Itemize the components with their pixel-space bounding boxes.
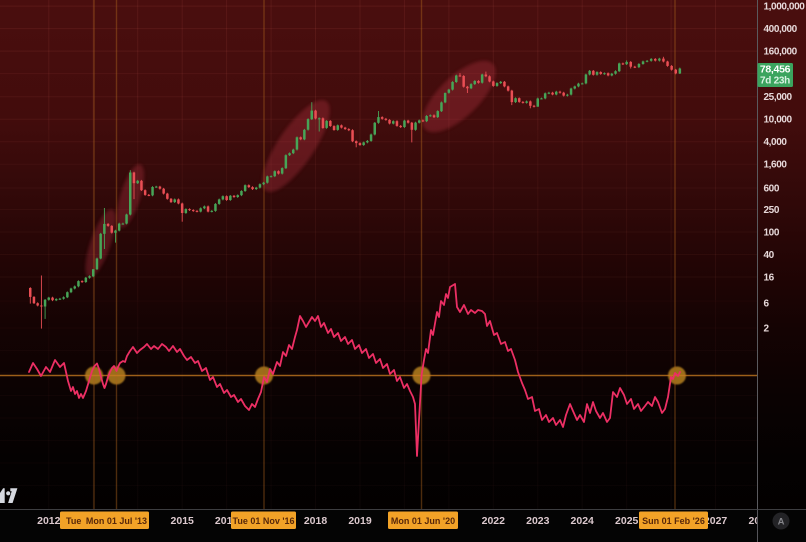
svg-text:2024: 2024 — [571, 515, 595, 527]
svg-text:Sun 01 Feb '26: Sun 01 Feb '26 — [642, 516, 705, 526]
svg-text:Tue 01 Nov '16: Tue 01 Nov '16 — [233, 516, 295, 526]
svg-text:1,600: 1,600 — [764, 160, 788, 171]
svg-text:4,000: 4,000 — [764, 137, 788, 148]
svg-text:Tue: Tue — [66, 516, 81, 526]
svg-text:7d 23h: 7d 23h — [760, 76, 790, 87]
svg-text:2015: 2015 — [171, 515, 195, 527]
svg-text:78,456: 78,456 — [760, 64, 791, 76]
svg-text:16: 16 — [764, 273, 775, 284]
svg-text:2025: 2025 — [615, 515, 639, 527]
svg-text:2: 2 — [764, 324, 770, 335]
svg-text:40: 40 — [764, 250, 775, 261]
svg-text:2012: 2012 — [37, 515, 61, 527]
svg-text:2028: 2028 — [749, 515, 773, 527]
svg-text:10,000: 10,000 — [764, 115, 793, 126]
svg-text:400,000: 400,000 — [764, 24, 798, 35]
svg-text:2027: 2027 — [704, 515, 728, 527]
svg-text:2019: 2019 — [348, 515, 372, 527]
svg-text:160,000: 160,000 — [764, 47, 798, 58]
svg-text:250: 250 — [764, 205, 780, 216]
svg-text:2023: 2023 — [526, 515, 550, 527]
svg-text:6: 6 — [764, 299, 770, 310]
svg-text:Mon 01 Jun '20: Mon 01 Jun '20 — [391, 516, 455, 526]
svg-text:100: 100 — [764, 228, 780, 239]
svg-text:A: A — [778, 517, 785, 528]
svg-text:25,000: 25,000 — [764, 92, 793, 103]
svg-text:1,000,000: 1,000,000 — [764, 2, 806, 13]
svg-text:2022: 2022 — [482, 515, 506, 527]
svg-text:2018: 2018 — [304, 515, 328, 527]
svg-text:Mon 01 Jul '13: Mon 01 Jul '13 — [86, 516, 147, 526]
svg-text:600: 600 — [764, 184, 780, 195]
